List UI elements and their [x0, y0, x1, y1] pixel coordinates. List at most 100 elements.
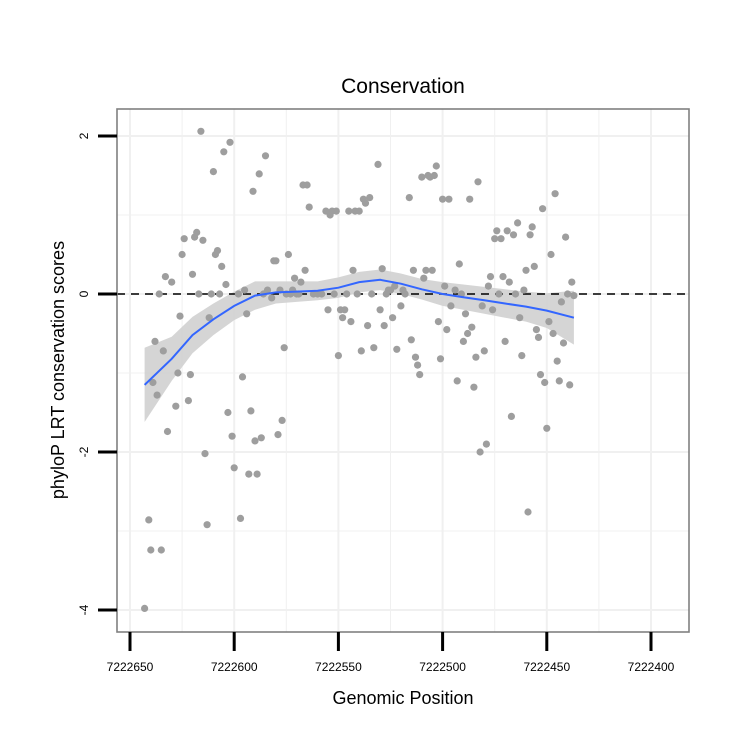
- y-axis-title: phyloP LRT conservation scores: [48, 241, 68, 499]
- data-point: [534, 333, 543, 341]
- data-point: [391, 282, 399, 290]
- data-point: [539, 205, 547, 213]
- data-point: [236, 514, 245, 523]
- data-point: [172, 402, 180, 410]
- y-tick-label: 0: [77, 290, 91, 297]
- data-point: [224, 408, 232, 417]
- data-point: [393, 345, 401, 353]
- data-point: [305, 203, 313, 211]
- data-point: [188, 270, 197, 278]
- data-point: [261, 152, 270, 160]
- data-point: [441, 282, 449, 290]
- data-point: [518, 352, 526, 360]
- smooth-line: [143, 278, 575, 386]
- grid-lines: [117, 109, 689, 632]
- data-point: [520, 286, 528, 294]
- data-point: [443, 326, 451, 334]
- x-axis-title: Genomic Position: [332, 688, 473, 708]
- data-point: [241, 286, 249, 294]
- x-tick-label: 7222450: [523, 660, 570, 674]
- data-point: [209, 168, 217, 176]
- data-point: [272, 257, 280, 265]
- data-point: [570, 292, 578, 300]
- data-point: [503, 227, 511, 235]
- data-point: [474, 178, 482, 186]
- data-point: [226, 138, 234, 146]
- data-point: [397, 302, 405, 310]
- x-tick-label: 7222550: [315, 660, 362, 674]
- y-tick-label: 2: [77, 132, 91, 139]
- data-point: [222, 280, 230, 289]
- data-point: [536, 371, 545, 379]
- data-point: [186, 371, 194, 379]
- data-point: [353, 290, 361, 298]
- data-point: [378, 265, 386, 273]
- data-point: [197, 127, 205, 135]
- data-point: [543, 424, 551, 432]
- data-point: [455, 260, 463, 268]
- data-point: [249, 187, 257, 195]
- data-point: [418, 173, 426, 181]
- data-point: [389, 314, 397, 322]
- data-point: [514, 219, 522, 227]
- y-tick-label: -2: [77, 446, 91, 457]
- data-point: [141, 604, 149, 613]
- data-point: [174, 369, 182, 377]
- data-point: [374, 160, 382, 168]
- data-point: [447, 302, 455, 310]
- data-point: [153, 391, 161, 399]
- x-tick-label: 7222400: [628, 660, 675, 674]
- data-point: [464, 329, 472, 338]
- data-point: [434, 318, 442, 326]
- data-point: [526, 231, 534, 239]
- data-point: [361, 199, 370, 207]
- data-point: [147, 546, 155, 554]
- data-point: [547, 250, 555, 259]
- data-point: [339, 314, 347, 322]
- data-point: [436, 355, 445, 363]
- data-point: [553, 357, 561, 365]
- data-point: [545, 318, 553, 326]
- data-point: [245, 470, 253, 478]
- data-point: [199, 236, 207, 244]
- data-point: [480, 347, 488, 355]
- data-point: [341, 306, 349, 314]
- data-point: [253, 470, 261, 478]
- x-tick-label: 7222500: [419, 660, 466, 674]
- data-point: [541, 378, 549, 387]
- data-point: [486, 273, 495, 281]
- panel-border: [116, 108, 690, 633]
- data-point: [247, 407, 255, 415]
- data-point: [453, 377, 461, 385]
- data-point: [420, 274, 428, 282]
- data-point: [530, 262, 538, 270]
- data-point: [470, 383, 478, 391]
- data-point: [516, 314, 524, 322]
- data-point: [405, 194, 413, 202]
- data-point: [551, 190, 559, 198]
- data-point: [432, 162, 440, 170]
- data-point: [482, 440, 490, 448]
- x-tick-label: 7222600: [211, 660, 258, 674]
- data-point: [511, 290, 520, 298]
- data-point: [257, 434, 265, 442]
- data-point: [280, 344, 288, 352]
- y-tick-label: -4: [77, 604, 91, 615]
- data-point: [401, 290, 409, 298]
- data-point: [430, 171, 438, 180]
- data-point: [366, 194, 374, 202]
- data-point: [562, 233, 570, 241]
- data-point: [497, 235, 505, 243]
- data-point: [368, 290, 376, 298]
- data-point: [528, 223, 536, 231]
- data-point: [343, 290, 351, 298]
- data-point: [568, 278, 576, 286]
- data-point: [193, 228, 201, 236]
- data-point: [376, 306, 384, 314]
- data-point: [228, 432, 236, 440]
- data-point: [459, 337, 467, 345]
- data-point: [157, 546, 165, 554]
- data-point: [414, 361, 422, 369]
- data-point: [466, 195, 474, 203]
